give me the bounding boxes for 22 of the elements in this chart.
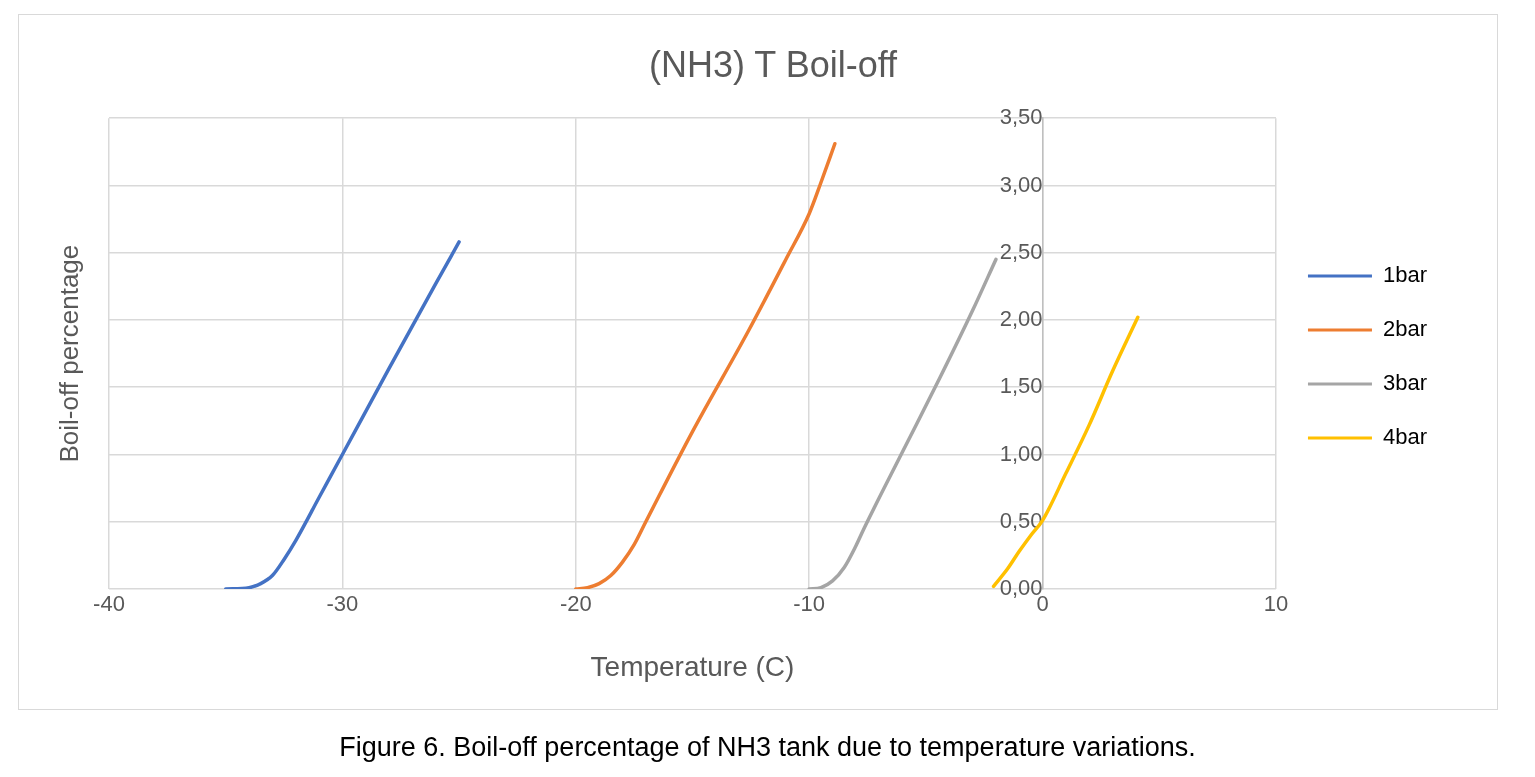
line-series [223, 240, 461, 589]
legend-label: 4bar [1382, 424, 1428, 450]
legend-label: 3bar [1382, 370, 1428, 396]
y-tick-label: 2,00 [999, 306, 1043, 332]
y-tick-label: 3,00 [999, 171, 1043, 197]
legend-label: 2bar [1382, 316, 1428, 342]
caption: Figure 6. Boil-off percentage of NH3 tank due to temperature variations. [338, 732, 1197, 763]
y-axis-title: Boil-off percentage [54, 244, 85, 463]
y-tick-label: 1,00 [999, 440, 1043, 466]
x-tick-label: -10 [793, 591, 826, 617]
y-tick-label: 1,50 [999, 373, 1043, 399]
x-tick-label: -30 [326, 591, 359, 617]
x-tick-label: -20 [559, 591, 592, 617]
line-series [574, 142, 837, 589]
legend-label: 1bar [1382, 262, 1428, 288]
y-tick-label: 3,50 [999, 104, 1043, 130]
line-series [807, 257, 998, 589]
x-tick-label: -40 [93, 591, 125, 617]
x-axis-title: Temperature (C) [590, 650, 795, 682]
x-tick-label: 10 [1263, 591, 1289, 617]
chart-title: (NH3) T Boil-off [648, 43, 899, 85]
y-tick-label: 2,50 [999, 238, 1043, 264]
